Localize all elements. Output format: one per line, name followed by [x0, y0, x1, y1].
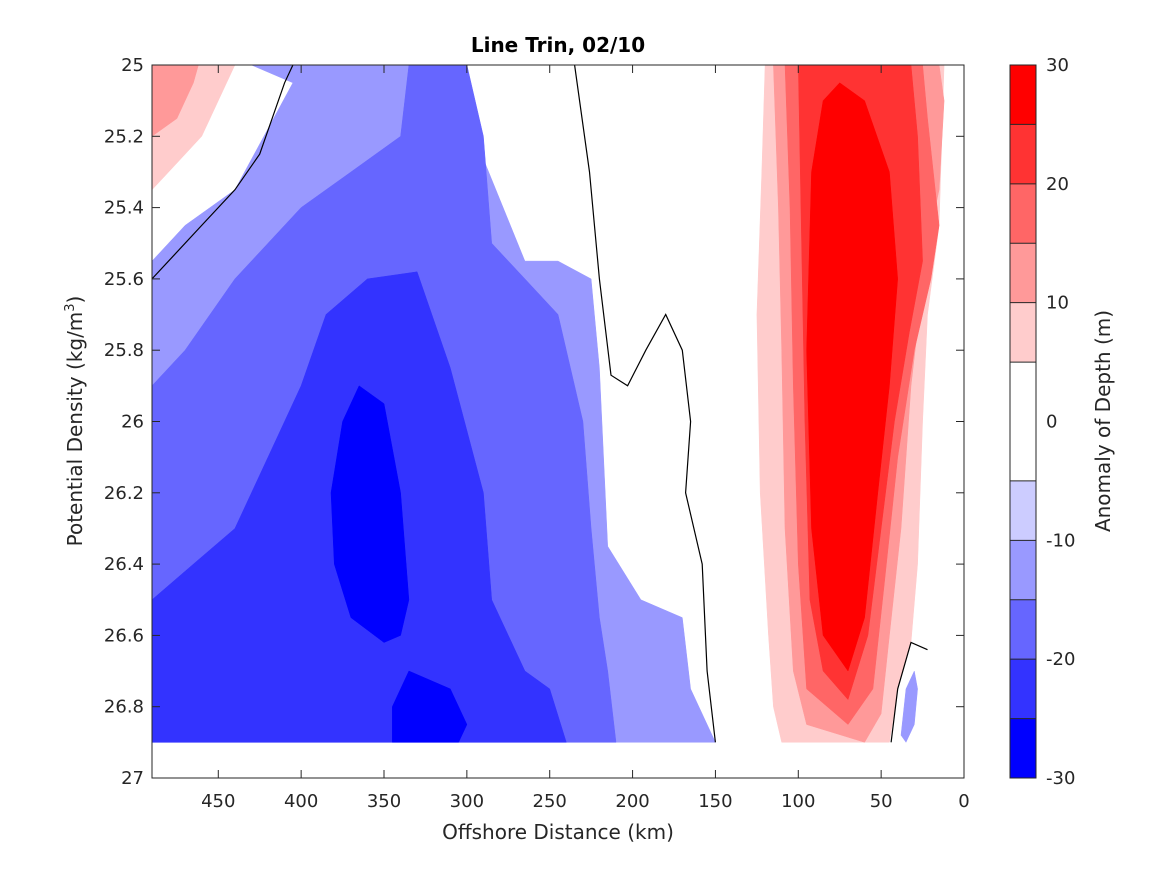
- colorbar-segment-7: [1010, 243, 1036, 303]
- y-tick-label: 25.2: [104, 126, 144, 147]
- colorbar-segment-4: [1010, 480, 1036, 541]
- colorbar-segment-10: [1010, 65, 1036, 125]
- y-axis-title-close: ): [63, 296, 87, 304]
- filled-contour-regions: [152, 65, 951, 743]
- y-tick-label: 25.8: [104, 340, 144, 361]
- y-tick-label: 25.6: [104, 269, 144, 290]
- x-tick-label: 50: [870, 791, 893, 812]
- y-tick-label: 26.8: [104, 697, 144, 718]
- y-tick-label: 26.2: [104, 483, 144, 504]
- colorbar-ticks: 30 20 10 0 -10 -20 -30: [1010, 55, 1075, 789]
- x-tick-label: 400: [284, 791, 318, 812]
- contour-region-12: [152, 65, 199, 137]
- colorbar-tick-label: 10: [1046, 293, 1069, 314]
- colorbar-tick-label: -20: [1046, 649, 1075, 670]
- contour-region-13: [900, 670, 918, 743]
- colorbar: 30 20 10 0 -10 -20 -30 Anomaly of Depth (m): [1009, 55, 1115, 789]
- x-tick-label: 0: [958, 791, 969, 812]
- contour-region-4: [392, 670, 468, 743]
- y-tick-label: 25: [121, 55, 144, 76]
- colorbar-segments: [1010, 65, 1036, 778]
- colorbar-tick-label: 30: [1046, 55, 1069, 76]
- zero-contour-line-1: [574, 65, 716, 743]
- chart-title: Line Trin, 02/10: [471, 33, 645, 57]
- y-tick-label: 25.4: [104, 198, 144, 219]
- colorbar-segment-1: [1010, 659, 1036, 719]
- contour-region-3: [330, 385, 410, 643]
- x-tick-label: 250: [533, 791, 567, 812]
- colorbar-tick-label: -30: [1046, 768, 1075, 789]
- y-tick-label: 26.4: [104, 554, 144, 575]
- plot-area: 450 400 350 300 250 200 150 100 50 0 2525.225.425…: [104, 55, 970, 812]
- colorbar-title: Anomaly of Depth (m): [1091, 310, 1115, 532]
- colorbar-tick-label: 0: [1046, 412, 1057, 433]
- y-tick-label: 26: [121, 412, 144, 433]
- colorbar-segment-8: [1010, 183, 1036, 244]
- y-axis-title-main: Potential Density (kg/m: [63, 312, 87, 547]
- colorbar-segment-2: [1010, 599, 1036, 660]
- y-axis-title-superscript: 3: [63, 303, 78, 311]
- colorbar-segment-9: [1010, 124, 1036, 184]
- x-tick-label: 450: [201, 791, 235, 812]
- x-tick-label: 300: [450, 791, 484, 812]
- y-axis-ticks: 25 25.2 25.4 25.6 25.8 26 26.2 26.4 26.6 26.8 27: [104, 55, 964, 789]
- colorbar-segment-5: [1010, 362, 1036, 481]
- colorbar-segment-3: [1010, 540, 1036, 600]
- x-tick-label: 350: [367, 791, 401, 812]
- colorbar-tick-label: 20: [1046, 174, 1069, 195]
- x-axis-title: Offshore Distance (km): [442, 820, 674, 844]
- colorbar-segment-6: [1010, 302, 1036, 363]
- colorbar-segment-0: [1010, 718, 1036, 778]
- colorbar-tick-label: -10: [1046, 530, 1075, 551]
- x-axis-ticks: 450 400 350 300 250 200 150 100 50 0: [201, 65, 970, 812]
- zero-contour-lines: [152, 65, 928, 743]
- zero-contour-line-0: [152, 65, 294, 280]
- x-tick-label: 100: [781, 791, 815, 812]
- x-tick-label: 150: [698, 791, 732, 812]
- y-tick-label: 27: [121, 768, 144, 789]
- zero-contour-line-2: [890, 641, 928, 743]
- x-tick-label: 200: [615, 791, 649, 812]
- y-axis-title: Potential Density (kg/m3): [63, 296, 87, 547]
- contour-region-10: [806, 82, 898, 672]
- y-tick-label: 26.6: [104, 625, 144, 646]
